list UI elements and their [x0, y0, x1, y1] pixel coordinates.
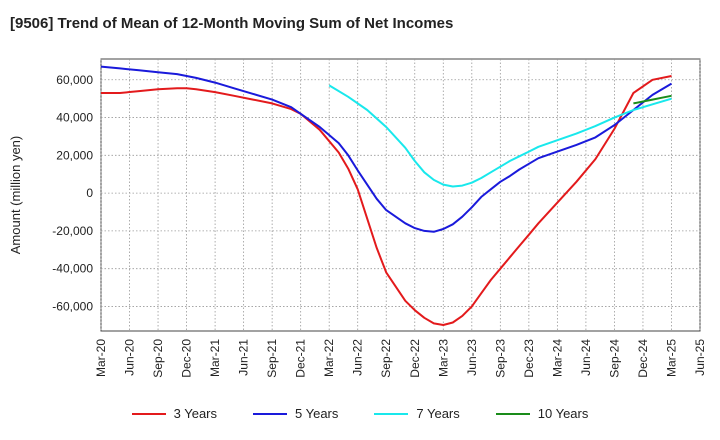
- x-tick-label: Sep-21: [265, 339, 279, 378]
- x-tick-label: Sep-23: [493, 339, 507, 378]
- x-tick-label: Mar-21: [208, 339, 222, 377]
- chart-title: [9506] Trend of Mean of 12-Month Moving …: [10, 15, 454, 32]
- y-tick-label: -40,000: [52, 262, 93, 276]
- x-tick-label: Sep-22: [379, 339, 393, 378]
- x-tick-label: Dec-22: [408, 339, 422, 378]
- x-tick-label: Jun-24: [579, 339, 593, 376]
- legend-item-7-years: 7 Years: [374, 406, 460, 421]
- legend-swatch-5-years: [253, 412, 287, 415]
- y-tick-label: -60,000: [52, 299, 93, 313]
- y-tick-label: 60,000: [56, 73, 93, 87]
- legend-item-10-years: 10 Years: [495, 406, 589, 421]
- legend-label-7-years: 7 Years: [416, 406, 460, 421]
- series-line-7-years: [328, 84, 672, 188]
- x-tick-label: Mar-25: [664, 339, 678, 377]
- x-tick-label: Jun-20: [123, 339, 137, 376]
- series-line-10-years: [633, 94, 672, 105]
- y-tick-label: 0: [86, 186, 93, 200]
- x-tick-label: Mar-20: [94, 339, 108, 377]
- y-tick-label: -20,000: [52, 224, 93, 238]
- x-tick-label: Mar-23: [436, 339, 450, 377]
- legend-swatch-10-years: [495, 412, 530, 415]
- legend-label-10-years: 10 Years: [537, 406, 589, 421]
- x-tick-label: Dec-24: [636, 339, 650, 378]
- y-tick-label: 20,000: [56, 148, 93, 162]
- x-tick-label: Mar-22: [322, 339, 336, 377]
- axis-ticks: Mar-20 Jun-20 Sep-20 Dec-20 Mar-21 Jun-21 Sep-…: [52, 73, 707, 378]
- x-tick-label: Jun-25: [693, 339, 707, 376]
- series-line-5-years: [100, 65, 673, 233]
- legend-swatch-7-years: [374, 412, 409, 415]
- legend-swatch-3-years: [131, 412, 166, 415]
- x-tick-label: Sep-24: [607, 339, 621, 378]
- x-tick-label: Jun-22: [351, 339, 365, 376]
- line-chart: Mar-20 Jun-20 Sep-20 Dec-20 Mar-21 Jun-21 Sep-…: [8, 58, 707, 378]
- y-tick-label: 40,000: [56, 111, 93, 125]
- x-tick-label: Dec-20: [180, 339, 194, 378]
- x-tick-label: Jun-21: [237, 339, 251, 376]
- x-tick-label: Jun-23: [465, 339, 479, 376]
- series-line-3-years: [101, 75, 672, 326]
- x-tick-label: Dec-23: [522, 339, 536, 378]
- series-lines: [100, 65, 673, 326]
- legend-item-3-years: 3 Years: [131, 406, 217, 421]
- legend-item-5-years: 5 Years: [253, 406, 338, 421]
- y-axis-title: Amount (million yen): [8, 136, 23, 255]
- x-tick-label: Dec-21: [294, 339, 308, 378]
- x-tick-label: Sep-20: [151, 339, 165, 378]
- legend-label-3-years: 3 Years: [173, 406, 217, 421]
- plot-area: [100, 58, 701, 332]
- legend-label-5-years: 5 Years: [295, 406, 339, 421]
- x-tick-label: Mar-24: [550, 339, 564, 377]
- legend: 3 Years 5 Years 7 Years 10 Years: [0, 406, 720, 421]
